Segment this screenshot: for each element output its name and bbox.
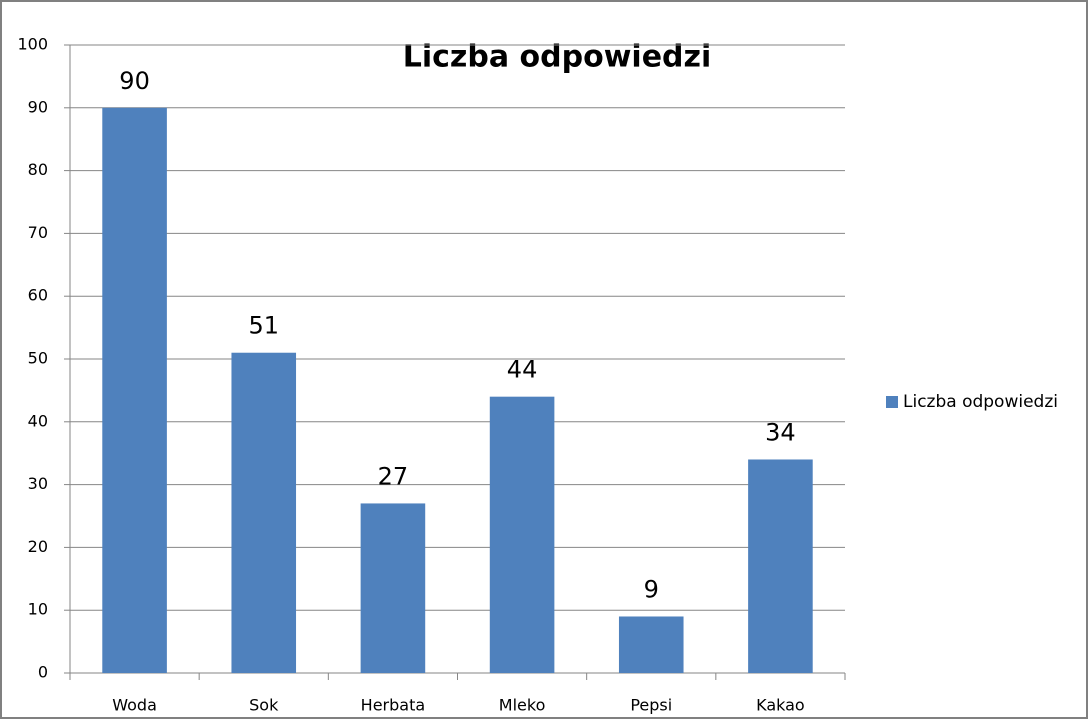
data-label: 27 [378,462,409,490]
data-label: 51 [248,312,279,340]
data-label: 9 [644,575,659,603]
bar [489,396,555,673]
y-tick-label: 0 [38,663,48,682]
y-tick-label: 90 [28,97,48,116]
x-tick-label: Herbata [361,696,426,715]
y-tick-label: 50 [28,349,48,368]
y-tick-label: 30 [28,474,48,493]
y-tick-label: 20 [28,537,48,556]
x-tick-label: Sok [249,696,279,715]
x-tick-label: Mleko [499,696,546,715]
legend-swatch [886,396,898,408]
y-tick-label: 80 [28,160,48,179]
y-tick-label: 40 [28,411,48,430]
y-tick-label: 100 [17,35,48,54]
bar [618,616,684,673]
y-tick-label: 60 [28,286,48,305]
y-tick-label: 70 [28,223,48,242]
data-label: 90 [119,67,150,95]
y-tick-label: 10 [28,600,48,619]
data-label: 34 [765,418,796,446]
legend-label: Liczba odpowiedzi [903,392,1058,412]
x-tick-label: Kakao [756,696,805,715]
bar [748,459,813,673]
data-label: 44 [507,356,538,384]
bar [231,352,297,673]
bar [360,503,426,673]
bar [102,107,167,674]
x-tick-label: Woda [112,696,157,715]
x-tick-label: Pepsi [630,696,672,715]
